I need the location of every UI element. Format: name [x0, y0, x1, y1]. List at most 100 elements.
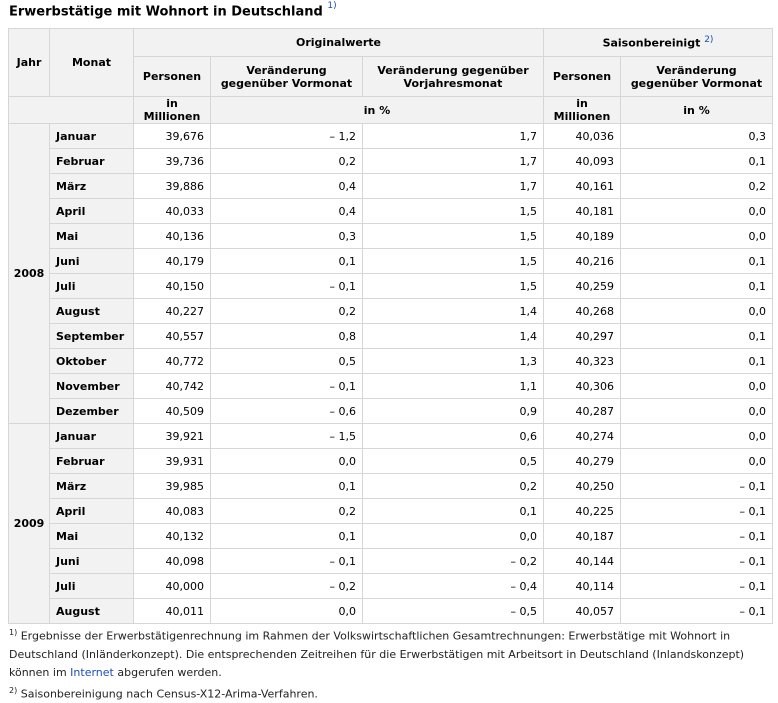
- vormonat-sa-cell: 0,1: [620, 248, 773, 274]
- vormonat-sa-cell: 0,0: [620, 373, 773, 399]
- footnote-1-text-end: abgerufen werden.: [117, 665, 222, 679]
- month-cell: Dezember: [49, 398, 134, 424]
- personen-cell: 40,772: [133, 348, 211, 374]
- personen-sa-cell: 40,144: [543, 548, 621, 574]
- personen-cell: 39,886: [133, 173, 211, 199]
- personen-cell: 40,033: [133, 198, 211, 224]
- month-cell: Februar: [49, 448, 134, 474]
- title-text: Erwerbstätige mit Wohnort in Deutschland: [9, 4, 323, 20]
- vormonat-cell: 0,2: [210, 498, 363, 524]
- personen-sa-cell: 40,225: [543, 498, 621, 524]
- month-cell: Juli: [49, 573, 134, 599]
- month-cell: Februar: [49, 148, 134, 174]
- vormonat-sa-cell: – 0,1: [620, 598, 773, 624]
- personen-sa-cell: 40,274: [543, 423, 621, 449]
- personen-cell: 40,011: [133, 598, 211, 624]
- vormonat-sa-cell: 0,0: [620, 198, 773, 224]
- personen-sa-cell: 40,216: [543, 248, 621, 274]
- table-row: März 39,985 0,1 0,2 40,250– 0,1: [9, 473, 773, 499]
- vorjahresmonat-cell: 1,5: [362, 223, 544, 249]
- personen-sa-cell: 40,093: [543, 148, 621, 174]
- vormonat-sa-cell: – 0,1: [620, 548, 773, 574]
- saisonbereinigt-footnote-ref[interactable]: 2): [704, 35, 714, 46]
- vormonat-cell: – 0,1: [210, 273, 363, 299]
- internet-link[interactable]: Internet: [70, 665, 114, 679]
- header-originalwerte: Originalwerte: [133, 28, 544, 57]
- vorjahresmonat-cell: 0,0: [362, 523, 544, 549]
- personen-sa-cell: 40,323: [543, 348, 621, 374]
- vormonat-sa-cell: 0,1: [620, 148, 773, 174]
- header-personen-sa: Personen: [543, 56, 621, 97]
- month-cell: Mai: [49, 223, 134, 249]
- employment-table: Jahr Monat Originalwerte Saisonbereinigt…: [8, 28, 773, 624]
- vormonat-cell: 0,4: [210, 173, 363, 199]
- header-saisonbereinigt-label: Saisonbereinigt: [602, 36, 701, 50]
- vormonat-cell: – 0,2: [210, 573, 363, 599]
- vormonat-cell: 0,0: [210, 598, 363, 624]
- vormonat-cell: 0,4: [210, 198, 363, 224]
- month-cell: Januar: [49, 123, 134, 149]
- table-row: April 40,083 0,2 0,1 40,225– 0,1: [9, 498, 773, 524]
- vorjahresmonat-cell: 1,4: [362, 323, 544, 349]
- personen-sa-cell: 40,036: [543, 123, 621, 149]
- month-cell: November: [49, 373, 134, 399]
- title-footnote-ref[interactable]: 1): [327, 1, 337, 11]
- table-row: Juni 40,098– 0,1– 0,2 40,144– 0,1: [9, 548, 773, 574]
- header-unit-millionen-sa: in Millionen: [543, 96, 621, 124]
- personen-cell: 40,132: [133, 523, 211, 549]
- vormonat-sa-cell: 0,0: [620, 223, 773, 249]
- vormonat-sa-cell: 0,3: [620, 123, 773, 149]
- vorjahresmonat-cell: 1,5: [362, 198, 544, 224]
- vormonat-sa-cell: 0,0: [620, 398, 773, 424]
- table-row: Juni 40,179 0,1 1,5 40,216 0,1: [9, 248, 773, 274]
- personen-cell: 40,509: [133, 398, 211, 424]
- vormonat-cell: 0,1: [210, 473, 363, 499]
- vorjahresmonat-cell: 1,5: [362, 273, 544, 299]
- vormonat-cell: 0,1: [210, 248, 363, 274]
- table-row: 2009 Januar 39,921– 1,5 0,6 40,274 0,0: [8, 423, 773, 624]
- personen-cell: 40,000: [133, 573, 211, 599]
- table-row: April 40,033 0,4 1,5 40,181 0,0: [9, 198, 773, 224]
- table-row: August 40,227 0,2 1,4 40,268 0,0: [9, 298, 773, 324]
- header-unit-millionen: in Millionen: [133, 96, 211, 124]
- personen-sa-cell: 40,268: [543, 298, 621, 324]
- table-row: November 40,742– 0,1 1,1 40,306 0,0: [9, 373, 773, 399]
- vormonat-cell: 0,3: [210, 223, 363, 249]
- personen-sa-cell: 40,306: [543, 373, 621, 399]
- personen-cell: 40,083: [133, 498, 211, 524]
- personen-sa-cell: 40,161: [543, 173, 621, 199]
- vorjahresmonat-cell: 1,4: [362, 298, 544, 324]
- personen-cell: 39,736: [133, 148, 211, 174]
- vorjahresmonat-cell: 1,7: [362, 173, 544, 199]
- vormonat-sa-cell: – 0,1: [620, 498, 773, 524]
- table-row: September 40,557 0,8 1,4 40,297 0,1: [9, 323, 773, 349]
- month-cell: April: [49, 198, 134, 224]
- month-cell: Juni: [49, 248, 134, 274]
- vormonat-cell: 0,0: [210, 448, 363, 474]
- personen-cell: 40,557: [133, 323, 211, 349]
- vormonat-sa-cell: 0,0: [620, 423, 773, 449]
- vorjahresmonat-cell: 1,3: [362, 348, 544, 374]
- table-row: Mai 40,136 0,3 1,5 40,189 0,0: [9, 223, 773, 249]
- month-cell: Mai: [49, 523, 134, 549]
- personen-sa-cell: 40,057: [543, 598, 621, 624]
- header-personen: Personen: [133, 56, 211, 97]
- personen-sa-cell: 40,297: [543, 323, 621, 349]
- table-row: März 39,886 0,4 1,7 40,161 0,2: [9, 173, 773, 199]
- header-veraenderung-vormonat: Veränderung gegenüber Vormonat: [210, 56, 363, 97]
- footnote-2-text: Saisonbereinigung nach Census-X12-Arima-…: [20, 687, 318, 701]
- vormonat-sa-cell: – 0,1: [620, 523, 773, 549]
- personen-cell: 40,150: [133, 273, 211, 299]
- year-cell: 2008: [8, 123, 50, 424]
- footnote-1-text: Ergebnisse der Erwerbstätigenrechnung im…: [9, 629, 745, 679]
- vorjahresmonat-cell: 1,5: [362, 248, 544, 274]
- personen-sa-cell: 40,259: [543, 273, 621, 299]
- month-cell: Juli: [49, 273, 134, 299]
- vorjahresmonat-cell: – 0,4: [362, 573, 544, 599]
- personen-cell: 39,985: [133, 473, 211, 499]
- personen-cell: 39,921: [133, 423, 211, 449]
- personen-sa-cell: 40,114: [543, 573, 621, 599]
- vormonat-cell: 0,5: [210, 348, 363, 374]
- header-unit-prozent-sa: in %: [620, 96, 773, 124]
- page-title: Erwerbstätige mit Wohnort in Deutschland…: [9, 1, 337, 20]
